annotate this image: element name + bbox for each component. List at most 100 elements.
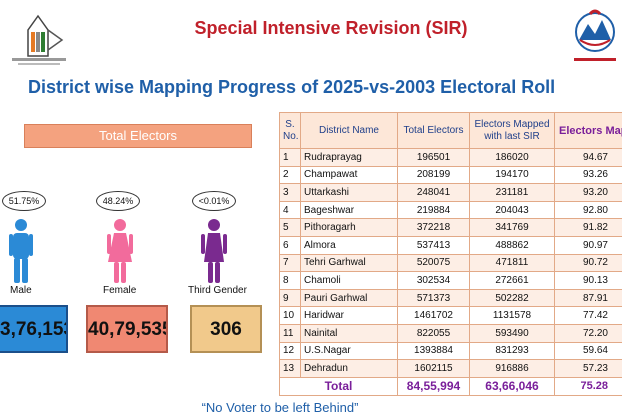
- total-electors-cell: 1602115: [397, 359, 470, 378]
- total-electors-cell: 822055: [397, 323, 470, 343]
- sno-cell: 1: [279, 148, 301, 167]
- total-electors-cell: 571373: [397, 288, 470, 308]
- page-title: District wise Mapping Progress of 2025-v…: [28, 77, 556, 97]
- mapped-percent-cell: 90.72: [554, 253, 622, 273]
- total-electors-cell: 208199: [397, 165, 470, 185]
- header-mapped-percent: Electors Mapped with last SIR: [554, 112, 622, 149]
- male-count-box: 3,76,153: [0, 305, 68, 353]
- total-electors-cell: 84,55,994: [397, 376, 470, 396]
- table-row: 8 Chamoli 302534 272661 90.13: [279, 271, 622, 290]
- table-row: 4 Bageshwar 219884 204043 92.80: [279, 200, 622, 220]
- table-row: 12 U.S.Nagar 1393884 831293 59.64: [279, 341, 622, 361]
- total-electors-cell: 537413: [397, 235, 470, 255]
- male-label: Male: [10, 285, 32, 296]
- sno-cell: 4: [279, 200, 301, 220]
- electors-mapped-cell: 488862: [469, 235, 555, 255]
- total-electors-cell: 219884: [397, 200, 470, 220]
- mapped-percent-cell: 59.64: [554, 341, 622, 361]
- mapped-percent-cell: 91.82: [554, 218, 622, 237]
- uttarakhand-emblem: [574, 9, 616, 61]
- sno-cell: 10: [279, 306, 301, 325]
- mapped-percent-cell: 72.20: [554, 323, 622, 343]
- header-sno: S. No.: [279, 112, 301, 149]
- third-gender-label: Third Gender: [188, 285, 247, 296]
- electors-mapped-cell: 1131578: [469, 306, 555, 325]
- district-name-cell: Chamoli: [300, 271, 398, 290]
- third-gender-count-box: 306: [190, 305, 262, 353]
- sno-cell: 7: [279, 253, 301, 273]
- header-district-name: District Name: [300, 112, 398, 149]
- sno-cell: 11: [279, 323, 301, 343]
- mapped-percent-cell: 90.97: [554, 235, 622, 255]
- sno-cell: 6: [279, 235, 301, 255]
- district-name-cell: Tehri Garhwal: [300, 253, 398, 273]
- table-row: 2 Champawat 208199 194170 93.26: [279, 165, 622, 185]
- district-name-cell: Dehradun: [300, 359, 398, 378]
- table-row: 10 Haridwar 1461702 1131578 77.42: [279, 306, 622, 325]
- district-name-cell: U.S.Nagar: [300, 341, 398, 361]
- table-header-row: S. No. District Name Total Electors Elec…: [279, 112, 622, 149]
- table-row: 3 Uttarkashi 248041 231181 93.20: [279, 183, 622, 202]
- sno-cell: 3: [279, 183, 301, 202]
- slogan: “No Voter to be left Behind”: [201, 400, 359, 415]
- total-electors-label: Total Electors: [24, 124, 252, 148]
- mapped-percent-cell: 93.26: [554, 165, 622, 185]
- female-count-box: 40,79,535: [86, 305, 168, 353]
- total-electors-cell: 1461702: [397, 306, 470, 325]
- electors-mapped-cell: 272661: [469, 271, 555, 290]
- female-percent-bubble: 48.24%: [96, 191, 140, 211]
- total-mapped-cell: 63,66,046: [469, 376, 555, 396]
- third-gender-person-icon: [201, 219, 227, 283]
- sno-cell: 5: [279, 218, 301, 237]
- electors-mapped-cell: 831293: [469, 341, 555, 361]
- header-electors-mapped: Electors Mapped with last SIR: [469, 112, 555, 149]
- sno-cell: 8: [279, 271, 301, 290]
- mapped-percent-cell: 77.42: [554, 306, 622, 325]
- female-person-icon: [107, 219, 133, 283]
- table-row: 13 Dehradun 1602115 916886 57.23: [279, 359, 622, 378]
- district-name-cell: Almora: [300, 235, 398, 255]
- district-name-cell: Haridwar: [300, 306, 398, 325]
- table-row: 1 Rudraprayag 196501 186020 94.67: [279, 148, 622, 167]
- total-percent-cell: 75.28: [554, 376, 622, 396]
- mapped-percent-cell: 92.80: [554, 200, 622, 220]
- district-name-cell: Champawat: [300, 165, 398, 185]
- electors-mapped-cell: 341769: [469, 218, 555, 237]
- total-label-cell: Total: [279, 376, 398, 396]
- third-gender-percent-bubble: <0.01%: [192, 191, 236, 211]
- mapped-percent-cell: 87.91: [554, 288, 622, 308]
- electors-mapped-cell: 593490: [469, 323, 555, 343]
- mapped-percent-cell: 94.67: [554, 148, 622, 167]
- district-name-cell: Bageshwar: [300, 200, 398, 220]
- total-electors-cell: 196501: [397, 148, 470, 167]
- election-commission-logo: [12, 14, 66, 65]
- electors-mapped-cell: 916886: [469, 359, 555, 378]
- sno-cell: 12: [279, 341, 301, 361]
- electors-mapped-cell: 186020: [469, 148, 555, 167]
- district-name-cell: Pithoragarh: [300, 218, 398, 237]
- header-total-electors: Total Electors: [397, 112, 470, 149]
- electors-mapped-cell: 204043: [469, 200, 555, 220]
- table-row: 9 Pauri Garhwal 571373 502282 87.91: [279, 288, 622, 308]
- sir-title: Special Intensive Revision (SIR): [194, 18, 468, 38]
- total-electors-cell: 520075: [397, 253, 470, 273]
- mapped-percent-cell: 90.13: [554, 271, 622, 290]
- total-electors-cell: 302534: [397, 271, 470, 290]
- table-row: 5 Pithoragarh 372218 341769 91.82: [279, 218, 622, 237]
- table-row: 7 Tehri Garhwal 520075 471811 90.72: [279, 253, 622, 273]
- sno-cell: 13: [279, 359, 301, 378]
- total-electors-cell: 1393884: [397, 341, 470, 361]
- table-row: 6 Almora 537413 488862 90.97: [279, 235, 622, 255]
- district-name-cell: Pauri Garhwal: [300, 288, 398, 308]
- district-name-cell: Rudraprayag: [300, 148, 398, 167]
- district-name-cell: Nainital: [300, 323, 398, 343]
- sno-cell: 9: [279, 288, 301, 308]
- male-person-icon: [9, 219, 33, 283]
- electors-mapped-cell: 194170: [469, 165, 555, 185]
- district-name-cell: Uttarkashi: [300, 183, 398, 202]
- male-percent-bubble: 51.75%: [2, 191, 46, 211]
- table-row: 11 Nainital 822055 593490 72.20: [279, 323, 622, 343]
- electors-mapped-cell: 471811: [469, 253, 555, 273]
- mapped-percent-cell: 57.23: [554, 359, 622, 378]
- sno-cell: 2: [279, 165, 301, 185]
